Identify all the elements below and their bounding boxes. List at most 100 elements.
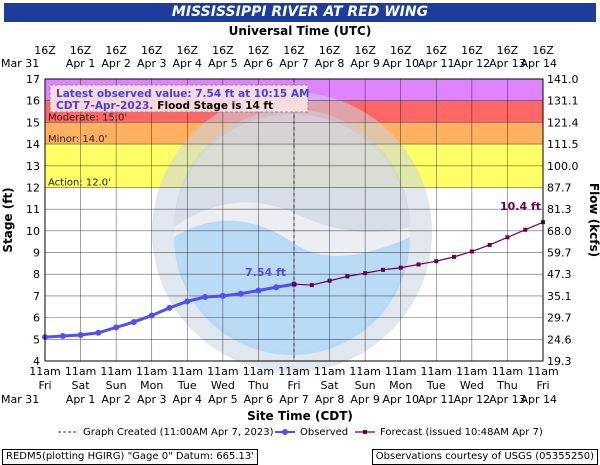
x-tick-time: 11am [385,365,416,378]
observed-point [148,312,155,319]
y-tick-label: 7 [33,290,40,303]
top-tick-date: Apr 1 [66,57,96,70]
y2-tick-label: 59.7 [547,247,572,260]
top-tick-time: 16Z [212,44,234,57]
top-tick-time: 16Z [319,44,341,57]
chart-title: MISSISSIPPI RIVER AT RED WING [171,4,429,20]
forecast-point [327,278,332,283]
noaa-watermark [152,92,432,372]
hydrograph-chart: Action: 12.0' Minor: 14.0' Moderate: 15.0'… [1,24,600,438]
y-tick-label: 17 [26,73,40,86]
y-tick-label: 8 [33,268,40,281]
labels-layer: 7.54 ft 10.4 ft Latest observed value: 7.5… [49,84,541,279]
x-tick-date: Apr 10 [382,393,419,406]
x-tick-day: Sat [72,379,91,392]
y-tick-label: 9 [33,247,40,260]
top-tick-date: Apr 10 [382,57,419,70]
y-tick-label: 12 [26,181,40,194]
y-tick-label: 13 [26,160,40,173]
flood-stage-text: Flood Stage is 14 ft [157,100,273,112]
flood-label-minor: Minor: 14.0' [48,134,107,145]
forecast-point [505,235,510,240]
x-tick-day: Fri [38,379,51,392]
x-tick-date: Apr 7 [279,393,309,406]
axes-layer: 4 5 6 7 8 9 10 11 12 13 14 15 16 17 19.3 24.6 29.7 35.1 47… [1,24,600,423]
forecast-point [452,254,457,259]
top-tick-date: Apr 12 [454,57,491,70]
forecast-point [469,249,474,254]
top-tick-time: 16Z [70,44,92,57]
observed-point [130,318,137,325]
x-tick-day: Sat [321,379,340,392]
top-tick-date: Apr 9 [350,57,380,70]
x-tick-day: Thu [247,379,269,392]
x-axis-title: Site Time (CDT) [247,409,353,423]
x-tick-date: Mar 31 [1,393,39,406]
observed-point [184,298,191,305]
y2-tick-label: 81.3 [547,203,572,216]
x-tick-time: 11am [136,365,167,378]
top-tick-date: Apr 13 [489,57,526,70]
top-tick-time: 16Z [105,44,127,57]
x-tick-time: 11am [100,365,131,378]
y2-tick-label: 100.0 [547,160,579,173]
top-tick-time: 16Z [497,44,519,57]
x-tick-date: Apr 5 [208,393,238,406]
legend-forecast-label: Forecast (issued 10:48AM Apr 7) [380,427,543,438]
series-layer [42,79,545,361]
x-tick-day: Fri [287,379,300,392]
x-tick-date: Apr 3 [137,393,167,406]
observed-value-label: 7.54 ft [245,266,286,279]
x-tick-date: Apr 1 [66,393,96,406]
y2-tick-label: 68.0 [547,225,572,238]
y-axis-title: Stage (ft) [1,187,15,252]
observed-point [95,329,102,336]
y-tick-label: 4 [33,355,40,368]
y2-tick-label: 24.6 [547,333,572,346]
top-tick-date: Apr 3 [137,57,167,70]
x-tick-time: 11am [456,365,487,378]
x-tick-day: Wed [211,379,235,392]
x-tick-day: Sun [106,379,127,392]
x-tick-date: Apr 2 [101,393,131,406]
x-tick-time: 11am [65,365,96,378]
legend-created-label: Graph Created (11:00AM Apr 7, 2023) [83,427,274,438]
top-tick-time: 16Z [532,44,554,57]
y2-tick-label: 141.0 [547,73,579,86]
y-tick-label: 10 [26,225,40,238]
top-tick-date: Apr 14 [520,57,557,70]
top-tick-time: 16Z [248,44,270,57]
flood-label-action: Action: 12.0' [48,177,111,188]
latest-observed-line1: Latest observed value: 7.54 ft at 10:15 … [56,88,309,100]
observed-point [255,287,262,294]
observed-point [113,324,120,331]
y2-tick-label: 35.1 [547,290,572,303]
top-tick-date: Apr 11 [418,57,455,70]
plot-frame [44,78,544,362]
x-tick-date: Apr 12 [454,393,491,406]
top-tick-time: 16Z [390,44,412,57]
observed-point [219,292,226,299]
x-tick-date: Apr 9 [350,393,380,406]
y2-tick-label: 111.5 [547,138,579,151]
y-tick-label: 6 [33,312,40,325]
observed-point [77,331,84,338]
forecast-point [398,265,403,270]
forecast-point [309,283,314,288]
x-tick-date: Apr 4 [173,393,203,406]
x-tick-date: Apr 11 [418,393,455,406]
y2-tick-label: 29.7 [547,312,572,325]
legend-observed-label: Observed [300,427,348,438]
x-tick-day: Tue [426,379,446,392]
forecast-point [345,274,350,279]
forecast-point [363,271,368,276]
observed-point [166,304,173,311]
legend-observed-marker [282,429,288,435]
x-tick-time: 11am [278,365,309,378]
top-tick-time: 16Z [34,44,56,57]
title-bar: MISSISSIPPI RIVER AT RED WING [4,3,596,22]
watermark-sky-icon [174,109,410,232]
latest-observed-date: CDT 7-Apr-2023. [56,100,153,112]
x-tick-day: Tue [177,379,197,392]
observed-point [59,333,66,340]
